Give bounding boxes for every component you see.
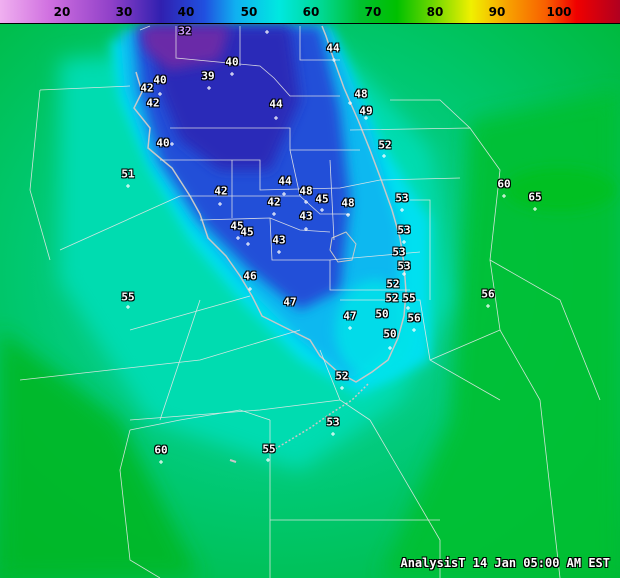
station-temperature: 47 [343,309,357,323]
station-temperature: 39 [201,69,215,83]
station-temperature: 53 [392,245,406,259]
station-temperature: 56 [481,287,495,301]
station-temperature: 55 [121,290,135,304]
station-temperature: 55 [402,291,416,305]
scale-tick-label: 80 [426,5,444,19]
scale-tick-label: 30 [115,5,133,19]
station-temperature: 48 [341,196,355,210]
scale-tick-label: 40 [177,5,195,19]
station-temperature: 60 [497,177,511,191]
station-temperature: 52 [335,369,349,383]
station-temperature: 42 [267,195,281,209]
lake-okeechobee [329,231,357,263]
station-temperature: 52 [378,138,392,152]
station-temperature: 32 [178,24,192,38]
temperature-analysis-map [0,24,620,578]
scale-tick-label: 90 [488,5,506,19]
scale-tick-label: 60 [302,5,320,19]
station-temperature: 52 [385,291,399,305]
station-temperature: 46 [243,269,257,283]
station-temperature: 48 [299,184,313,198]
coastline [133,25,407,383]
station-temperature: 47 [283,295,297,309]
keys-coastline [269,383,369,453]
temperature-shading [0,26,620,578]
station-temperature: 44 [326,41,340,55]
station-temperature: 42 [146,96,160,110]
temperature-color-scale [0,0,620,24]
station-temperature: 42 [140,81,154,95]
station-temperature: 50 [383,327,397,341]
station-temperature: 55 [262,442,276,456]
station-temperature: 43 [272,233,286,247]
station-temperature: 56 [407,311,421,325]
station-temperature: 40 [225,55,239,69]
station-temperature: 53 [326,415,340,429]
station-temperature: 49 [359,104,373,118]
station-temperature: 45 [315,192,329,206]
station-markers [126,30,537,464]
station-temperature: 42 [214,184,228,198]
analysis-timestamp: AnalysisT 14 Jan 05:00 AM EST [400,556,610,570]
station-temperature: 45 [230,219,244,233]
station-temperature: 43 [299,209,313,223]
station-temperature: 60 [154,443,168,457]
station-temperature: 51 [121,167,135,181]
tortugas-islands [229,459,237,463]
zone-boundaries [19,25,601,578]
station-temperature: 40 [153,73,167,87]
station-temperature: 52 [386,277,400,291]
station-temperature: 48 [354,87,368,101]
station-temperature: 53 [395,191,409,205]
station-temperature: 45 [240,225,254,239]
station-temperature: 50 [375,307,389,321]
station-temperature: 53 [397,223,411,237]
station-temperature: 65 [528,190,542,204]
station-temperature: 53 [397,259,411,273]
scale-tick-label: 70 [364,5,382,19]
scale-tick-label: 100 [546,5,572,19]
station-temperature: 40 [156,136,170,150]
station-temperature: 44 [278,174,292,188]
scale-tick-label: 20 [53,5,71,19]
station-temperature: 44 [269,97,283,111]
scale-tick-label: 50 [240,5,258,19]
